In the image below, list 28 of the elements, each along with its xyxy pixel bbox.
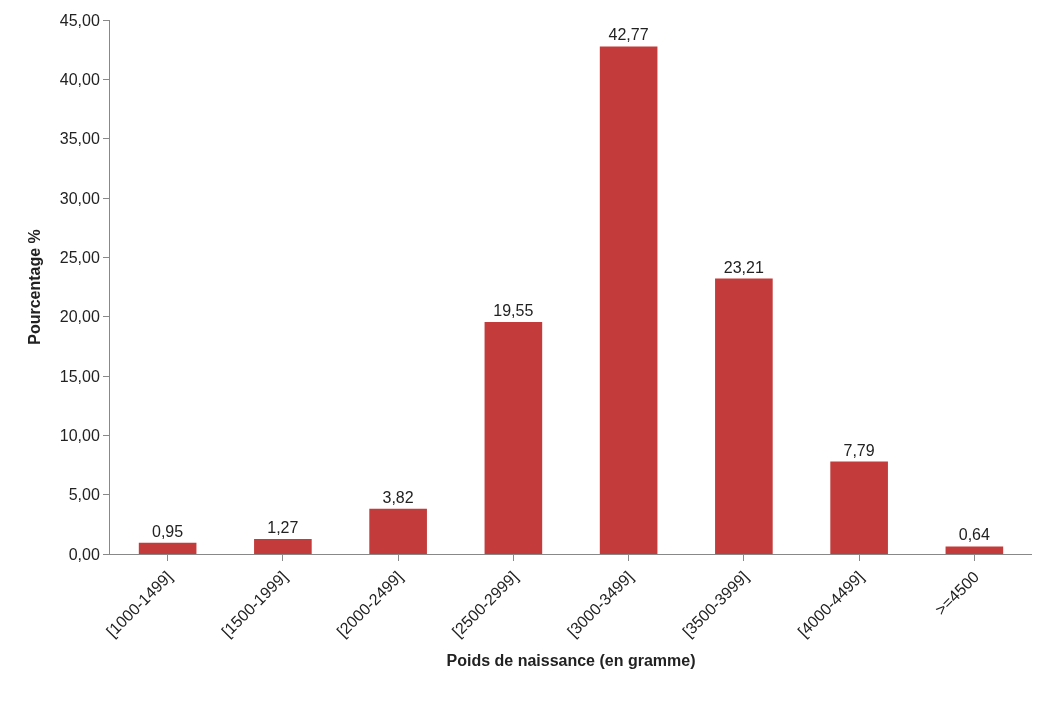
- data-label: 1,27: [267, 518, 299, 536]
- y-tick-label: 10,00: [59, 426, 100, 444]
- bar: [484, 322, 543, 554]
- bar: [254, 538, 312, 554]
- data-label: 7,79: [843, 441, 875, 459]
- y-tick-label: 40,00: [59, 70, 100, 88]
- x-axis-title: Poids de naissance (en gramme): [446, 652, 696, 670]
- bar: [599, 46, 658, 554]
- bar: [715, 278, 773, 554]
- data-label: 3,82: [382, 488, 414, 506]
- data-label: 23,21: [723, 258, 764, 276]
- y-tick-label: 20,00: [59, 308, 100, 326]
- y-tick-label: 25,00: [59, 248, 100, 266]
- data-label: 42,77: [608, 26, 649, 44]
- data-label: 0,95: [152, 522, 184, 540]
- bar: [830, 461, 888, 554]
- data-label: 0,64: [958, 526, 990, 544]
- y-tick-label: 45,00: [59, 11, 100, 29]
- y-tick-label: 35,00: [59, 130, 100, 148]
- data-label: 19,55: [493, 302, 534, 320]
- y-tick-label: 15,00: [59, 367, 100, 385]
- bar: [138, 542, 197, 554]
- y-tick-label: 5,00: [68, 486, 100, 504]
- y-axis-title: Pourcentage %: [25, 229, 43, 345]
- bar: [945, 546, 1004, 554]
- bar: [369, 508, 427, 554]
- y-tick-label: 30,00: [59, 189, 100, 207]
- y-tick-label: 0,00: [68, 545, 100, 563]
